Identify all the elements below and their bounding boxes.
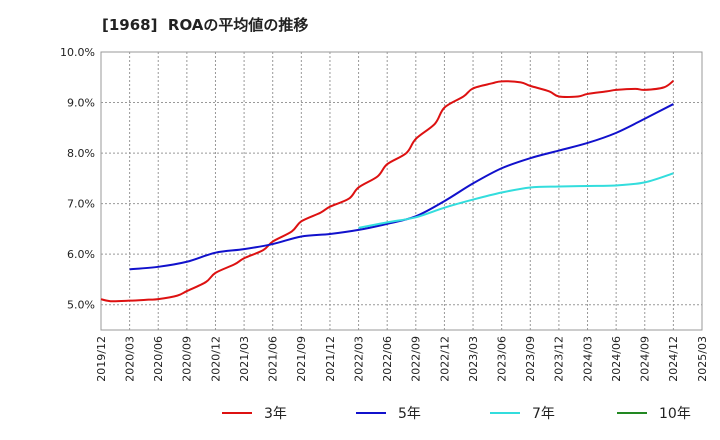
legend-label-1: 5年 [398,406,421,422]
series-line-2 [358,172,674,229]
x-tick-label: 2020/12 [209,336,222,382]
x-tick-label: 2024/12 [667,336,680,382]
x-tick-label: 2022/06 [381,336,394,382]
x-tick-label: 2023/09 [524,336,537,382]
x-tick-label: 2023/06 [496,336,509,382]
chart-title: [1968] ROAの平均値の推移 [102,16,309,34]
y-tick-label: 8.0% [67,147,95,160]
y-tick-label: 7.0% [67,198,95,211]
x-tick-label: 2024/09 [639,336,652,382]
x-tick-label: 2022/03 [352,336,365,382]
x-tick-label: 2021/06 [267,336,280,382]
x-tick-label: 2021/03 [238,336,251,382]
x-tick-label: 2025/03 [696,336,709,382]
y-tick-label: 10.0% [60,46,95,59]
x-tick-label: 2023/03 [467,336,480,382]
x-tick-label: 2020/06 [152,336,165,382]
y-tick-label: 6.0% [67,248,95,261]
x-tick-label: 2022/09 [410,336,423,382]
x-tick-label: 2024/06 [610,336,623,382]
legend-label-0: 3年 [264,406,287,422]
series-line-0 [100,79,674,303]
x-tick-label: 2020/09 [181,336,194,382]
x-tick-label: 2022/12 [438,336,451,382]
y-tick-label: 9.0% [67,97,95,110]
x-tick-label: 2024/03 [581,336,594,382]
legend-label-3: 10年 [659,406,691,422]
x-tick-label: 2021/09 [295,336,308,382]
legend-label-2: 7年 [532,406,555,422]
x-tick-label: 2020/03 [123,336,136,382]
y-tick-label: 5.0% [67,299,95,312]
x-tick-label: 2019/12 [95,336,108,382]
x-tick-label: 2023/12 [553,336,566,382]
x-tick-label: 2021/12 [324,336,337,382]
